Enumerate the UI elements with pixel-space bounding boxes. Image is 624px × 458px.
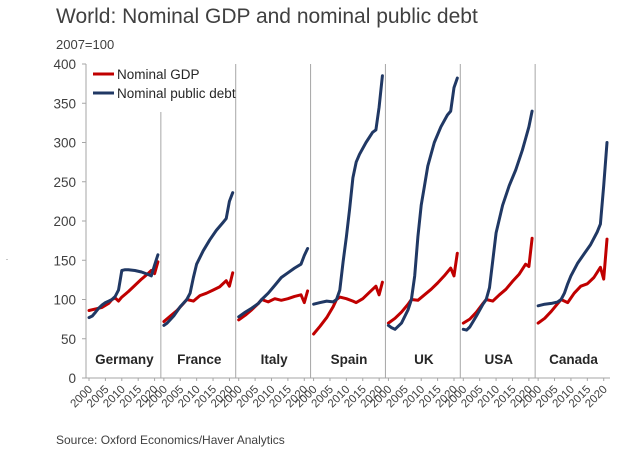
panel-label: Germany xyxy=(95,352,154,367)
gdp-line-germany xyxy=(87,260,160,312)
debt-line-france xyxy=(162,191,235,327)
debt-line-italy xyxy=(237,247,310,319)
y-tick-label: 400 xyxy=(53,57,76,72)
chart-legend: Nominal GDP Nominal public debt xyxy=(93,67,236,101)
gdp-line-spain xyxy=(312,280,384,336)
panel-label: Canada xyxy=(549,352,598,367)
legend-label: Nominal GDP xyxy=(117,67,200,82)
debt-line-germany xyxy=(87,253,160,320)
y-tick-label: 300 xyxy=(53,136,76,151)
stray-dot xyxy=(6,259,8,260)
y-axis-unit-label: 2007=100 xyxy=(56,37,115,52)
panel-label: France xyxy=(177,352,222,367)
gdp-line-canada xyxy=(536,237,609,325)
gdp-line-italy xyxy=(237,289,310,322)
y-tick-label: 50 xyxy=(61,332,76,347)
chart-title: World: Nominal GDP and nominal public de… xyxy=(56,5,478,28)
panel-label: Spain xyxy=(331,352,368,367)
legend-label: Nominal public debt xyxy=(117,86,236,101)
source-note: Source: Oxford Economics/Haver Analytics xyxy=(56,433,285,447)
panel-label: USA xyxy=(484,352,513,367)
y-tick-label: 100 xyxy=(53,293,76,308)
gdp-line-uk xyxy=(386,251,459,325)
debt-line-canada xyxy=(536,141,609,308)
debt-line-usa xyxy=(461,109,534,332)
panel-label: UK xyxy=(414,352,434,367)
y-tick-label: 250 xyxy=(53,175,76,190)
debt-line-uk xyxy=(386,76,459,331)
gdp-line-usa xyxy=(461,236,534,325)
panel-label: Italy xyxy=(261,352,289,367)
y-tick-label: 200 xyxy=(53,214,76,229)
y-tick-label: 150 xyxy=(53,253,76,268)
debt-line-spain xyxy=(312,74,384,306)
y-tick-label: 350 xyxy=(53,96,76,111)
y-tick-label: 0 xyxy=(68,371,76,386)
